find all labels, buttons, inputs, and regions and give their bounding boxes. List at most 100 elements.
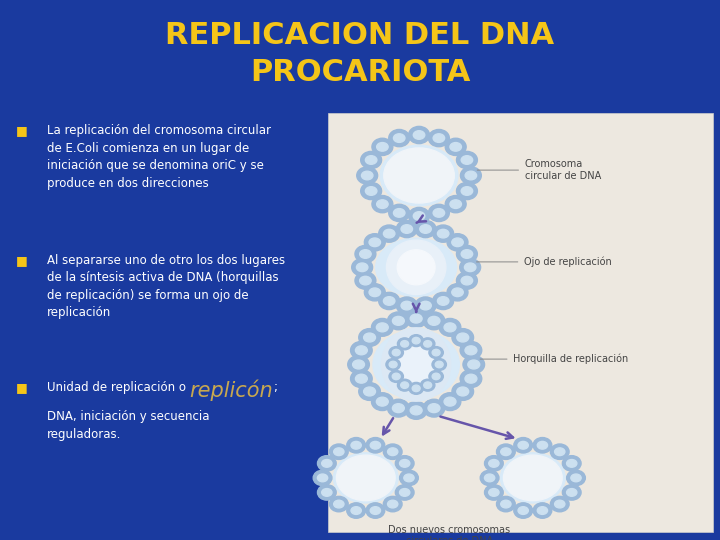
Ellipse shape <box>500 453 565 503</box>
Ellipse shape <box>393 208 405 217</box>
Ellipse shape <box>387 312 409 330</box>
Ellipse shape <box>444 397 456 406</box>
Ellipse shape <box>456 151 477 168</box>
Text: REPLICACION DEL DNA: REPLICACION DEL DNA <box>166 21 554 50</box>
Ellipse shape <box>401 301 413 310</box>
Ellipse shape <box>369 238 381 247</box>
Ellipse shape <box>503 455 562 501</box>
Ellipse shape <box>428 404 440 413</box>
Ellipse shape <box>333 453 398 503</box>
Ellipse shape <box>550 496 569 512</box>
Ellipse shape <box>480 470 499 485</box>
Text: replicón: replicón <box>189 380 274 401</box>
Ellipse shape <box>550 444 569 460</box>
Ellipse shape <box>351 441 361 449</box>
Ellipse shape <box>389 347 403 359</box>
Text: Dos nuevos cromosomas
circulares de DNA: Dos nuevos cromosomas circulares de DNA <box>388 525 510 540</box>
Text: DNA, iniciación y secuencia
reguladoras.: DNA, iniciación y secuencia reguladoras. <box>47 410 210 441</box>
Ellipse shape <box>364 333 376 342</box>
Ellipse shape <box>533 437 552 453</box>
Text: Ojo de replicación: Ojo de replicación <box>524 256 612 267</box>
Ellipse shape <box>318 485 336 500</box>
Ellipse shape <box>518 507 528 515</box>
Ellipse shape <box>397 250 435 285</box>
Ellipse shape <box>401 225 413 233</box>
Ellipse shape <box>359 329 380 347</box>
Ellipse shape <box>347 437 366 453</box>
Text: ■: ■ <box>16 124 27 137</box>
Ellipse shape <box>433 208 445 217</box>
Ellipse shape <box>489 460 499 467</box>
Ellipse shape <box>462 187 472 195</box>
Ellipse shape <box>389 204 410 221</box>
Text: ;: ; <box>274 381 277 394</box>
Ellipse shape <box>318 474 328 482</box>
Ellipse shape <box>429 370 444 382</box>
Ellipse shape <box>433 225 454 242</box>
Ellipse shape <box>396 220 417 238</box>
Ellipse shape <box>380 145 458 206</box>
Ellipse shape <box>460 370 482 388</box>
Ellipse shape <box>452 329 474 347</box>
Ellipse shape <box>322 460 332 467</box>
Ellipse shape <box>428 204 449 221</box>
Ellipse shape <box>420 379 435 391</box>
Ellipse shape <box>462 276 472 285</box>
Ellipse shape <box>366 187 377 195</box>
Ellipse shape <box>377 200 388 208</box>
Ellipse shape <box>447 284 468 301</box>
Ellipse shape <box>360 276 371 285</box>
Ellipse shape <box>554 500 565 508</box>
Ellipse shape <box>433 292 454 309</box>
Ellipse shape <box>397 379 412 391</box>
Ellipse shape <box>567 470 585 485</box>
Ellipse shape <box>372 195 393 213</box>
Ellipse shape <box>400 489 410 496</box>
Ellipse shape <box>485 485 503 500</box>
Ellipse shape <box>383 444 402 460</box>
Ellipse shape <box>364 387 376 396</box>
Ellipse shape <box>404 474 414 482</box>
Ellipse shape <box>361 183 382 200</box>
Ellipse shape <box>410 314 422 323</box>
Ellipse shape <box>313 470 332 485</box>
Ellipse shape <box>415 297 436 314</box>
Ellipse shape <box>384 296 395 305</box>
Ellipse shape <box>420 338 435 350</box>
Ellipse shape <box>438 230 449 238</box>
Ellipse shape <box>372 138 393 156</box>
Ellipse shape <box>465 171 477 180</box>
Ellipse shape <box>356 374 367 383</box>
Ellipse shape <box>377 323 388 332</box>
Ellipse shape <box>356 263 368 272</box>
Ellipse shape <box>387 448 398 456</box>
Ellipse shape <box>355 272 376 289</box>
Ellipse shape <box>366 156 377 164</box>
Ellipse shape <box>413 131 425 139</box>
Text: Horquilla de replicación: Horquilla de replicación <box>513 354 629 364</box>
Ellipse shape <box>400 470 418 485</box>
Ellipse shape <box>389 361 397 368</box>
Ellipse shape <box>459 259 480 276</box>
Ellipse shape <box>450 143 462 151</box>
Ellipse shape <box>408 126 429 144</box>
Ellipse shape <box>465 374 477 383</box>
Ellipse shape <box>330 444 348 460</box>
Ellipse shape <box>377 143 388 151</box>
Ellipse shape <box>352 259 373 276</box>
Ellipse shape <box>456 183 477 200</box>
Ellipse shape <box>383 496 402 512</box>
Ellipse shape <box>500 448 511 456</box>
Ellipse shape <box>384 148 454 203</box>
Ellipse shape <box>389 370 403 382</box>
Ellipse shape <box>415 220 436 238</box>
Ellipse shape <box>456 333 469 342</box>
Ellipse shape <box>497 496 516 512</box>
Ellipse shape <box>393 134 405 143</box>
Ellipse shape <box>364 284 385 301</box>
Ellipse shape <box>456 245 477 262</box>
Ellipse shape <box>347 503 366 518</box>
Ellipse shape <box>387 500 398 508</box>
Ellipse shape <box>370 507 381 515</box>
Ellipse shape <box>413 212 425 220</box>
